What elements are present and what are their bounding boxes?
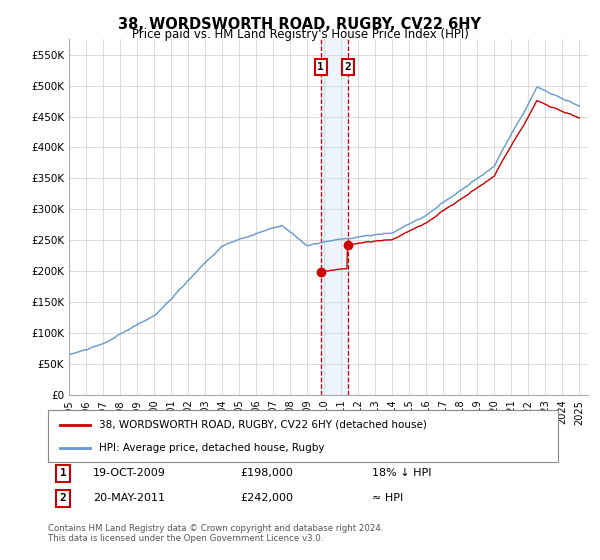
- Text: 2: 2: [59, 493, 67, 503]
- Text: £242,000: £242,000: [240, 493, 293, 503]
- Text: 2: 2: [344, 62, 351, 72]
- Text: 38, WORDSWORTH ROAD, RUGBY, CV22 6HY: 38, WORDSWORTH ROAD, RUGBY, CV22 6HY: [119, 17, 482, 32]
- Text: Contains HM Land Registry data © Crown copyright and database right 2024.
This d: Contains HM Land Registry data © Crown c…: [48, 524, 383, 543]
- Text: 18% ↓ HPI: 18% ↓ HPI: [372, 468, 431, 478]
- Text: £198,000: £198,000: [240, 468, 293, 478]
- Text: HPI: Average price, detached house, Rugby: HPI: Average price, detached house, Rugb…: [99, 442, 325, 452]
- Text: 19-OCT-2009: 19-OCT-2009: [93, 468, 166, 478]
- Text: 1: 1: [317, 62, 324, 72]
- Text: 20-MAY-2011: 20-MAY-2011: [93, 493, 165, 503]
- Text: Price paid vs. HM Land Registry's House Price Index (HPI): Price paid vs. HM Land Registry's House …: [131, 28, 469, 41]
- Text: ≈ HPI: ≈ HPI: [372, 493, 403, 503]
- Text: 1: 1: [59, 468, 67, 478]
- Text: 38, WORDSWORTH ROAD, RUGBY, CV22 6HY (detached house): 38, WORDSWORTH ROAD, RUGBY, CV22 6HY (de…: [99, 420, 427, 430]
- Bar: [321, 39, 348, 395]
